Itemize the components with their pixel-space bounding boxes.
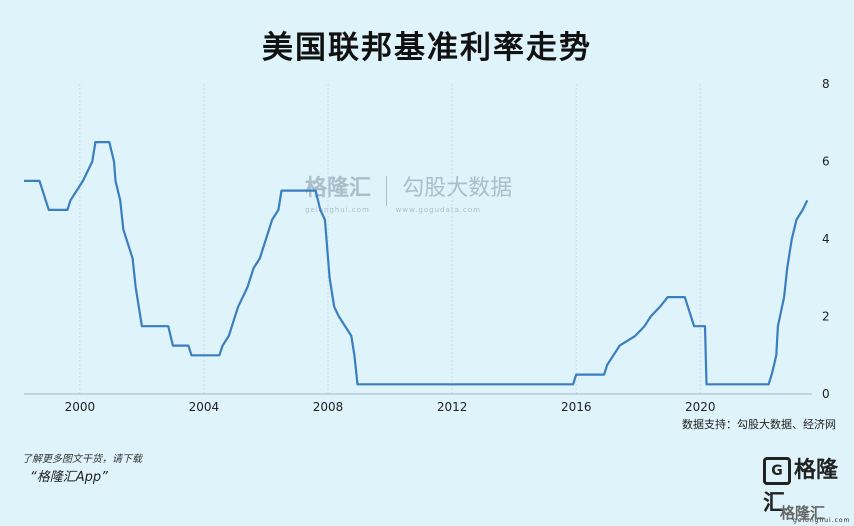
bottom-watermark: 格隆汇 [780,504,826,522]
chart-title: 美国联邦基准利率走势 [262,30,592,66]
watermark-brand-sub: gelonghui.com [305,205,370,214]
brand-logo: G 格隆汇 gelonghui.com [763,452,854,524]
download-prompt: 了解更多图文干货，请下载 [22,454,142,465]
x-tick-label: 2020 [685,400,716,414]
x-tick-label: 2004 [189,400,220,414]
logo-sub: gelonghui.com [793,517,851,524]
series-line [24,141,809,386]
watermark: 格隆汇 勾股大数据 gelonghui.com www.gogudata.com [305,170,512,214]
g-logo-icon: G [763,457,791,485]
y-tick-label: 0 [822,387,830,401]
y-tick-label: 6 [822,155,830,169]
watermark-partner: 勾股大数据 [402,176,513,201]
logo-text: 格隆汇 [763,458,839,516]
y-tick-label: 4 [822,232,830,246]
x-tick-label: 2012 [437,400,468,414]
y-tick-label: 2 [822,310,830,324]
watermark-partner-sub: www.gogudata.com [395,205,481,214]
data-source: 数据支持：勾股大数据、经济网 [682,418,836,431]
x-tick-label: 2016 [561,400,592,414]
y-tick-label: 8 [822,77,830,91]
watermark-separator [386,175,388,206]
x-tick-label: 2008 [313,400,344,414]
app-name: “格隆汇App” [30,470,108,485]
x-tick-label: 2000 [65,400,96,414]
